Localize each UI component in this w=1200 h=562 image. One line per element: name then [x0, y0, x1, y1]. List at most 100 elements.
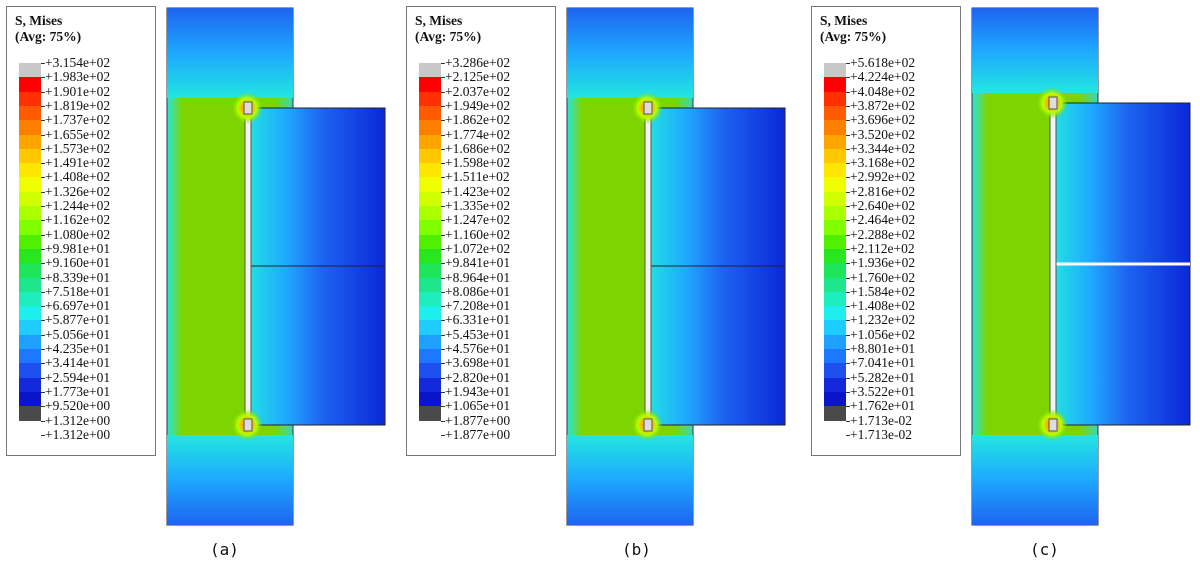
legend-swatch — [419, 263, 441, 278]
legend-swatch — [419, 63, 441, 78]
legend-swatch — [824, 349, 846, 364]
legend-label: +2.594e+01 — [45, 369, 111, 385]
legend-label: +6.331e+01 — [445, 312, 511, 328]
contour-plot-a — [166, 7, 386, 526]
legend-a: S, Mises (Avg: 75%) +3.154e+02 +1.983e+02… — [6, 6, 156, 456]
legend-swatch — [419, 391, 441, 407]
legend-label: +8.086e+01 — [445, 283, 511, 299]
legend-tick — [41, 434, 45, 436]
legend-swatch — [19, 163, 41, 178]
legend-label: +4.576e+01 — [445, 341, 511, 356]
legend-tick — [441, 420, 445, 422]
legend-label: +1.655e+02 — [45, 126, 111, 142]
legend-swatch — [824, 206, 846, 221]
legend-swatch — [419, 349, 441, 364]
legend-label: +2.992e+02 — [850, 169, 916, 185]
legend-label: +9.160e+01 — [45, 255, 111, 271]
legend-label: +2.037e+02 — [445, 83, 511, 99]
legend-subtitle: (Avg: 75%) — [15, 29, 82, 44]
legend-label: +3.154e+02 — [45, 55, 111, 70]
legend-tick — [441, 363, 445, 365]
legend-swatch — [824, 177, 846, 193]
legend-swatch — [824, 220, 846, 236]
legend-tick — [41, 63, 45, 64]
legend-swatch — [419, 234, 441, 250]
legend-tick — [41, 148, 45, 150]
legend-tick — [441, 434, 445, 436]
legend-tick — [846, 134, 850, 136]
legend-swatch — [419, 91, 441, 107]
legend-swatch — [419, 334, 441, 350]
legend-label: +1.312e+00 — [45, 412, 111, 428]
legend-tick — [846, 291, 850, 293]
legend-label: +3.872e+02 — [850, 97, 916, 113]
panel-a: S, Mises (Avg: 75%) +3.154e+02 +1.983e+02… — [0, 0, 400, 562]
legend-swatch — [419, 291, 441, 307]
caption-c: (c) — [1030, 540, 1059, 559]
legend-tick — [846, 91, 850, 93]
legend-swatch — [824, 234, 846, 250]
legend-label: +1.762e+01 — [850, 398, 916, 414]
legend-label: +1.312e+00 — [45, 426, 111, 442]
legend-label: +2.288e+02 — [850, 226, 916, 242]
legend-label: +1.901e+02 — [45, 83, 111, 99]
legend-tick — [41, 177, 45, 179]
legend-swatch — [19, 406, 41, 421]
legend-label: +5.282e+01 — [850, 369, 916, 385]
legend-label: +7.518e+01 — [45, 283, 111, 299]
legend-label: +1.162e+02 — [45, 212, 111, 228]
legend-swatch — [824, 263, 846, 278]
legend-label: +9.981e+01 — [45, 240, 111, 256]
legend-label: +1.713e-02 — [850, 426, 912, 442]
legend-tick — [41, 391, 45, 393]
legend-label: +4.048e+02 — [850, 83, 916, 99]
legend-tick — [441, 105, 445, 107]
legend-swatch — [19, 91, 41, 107]
legend-swatch — [19, 191, 41, 207]
plate-top-zone — [972, 8, 1098, 93]
legend-swatch — [19, 306, 41, 321]
legend-tick — [441, 306, 445, 308]
panel-b: S, Mises (Avg: 75%) +3.286e+02 +2.125e+02… — [400, 0, 800, 562]
legend-tick — [441, 291, 445, 293]
legend-tick — [41, 234, 45, 236]
contour-plot-c — [971, 7, 1191, 526]
legend-tick — [41, 306, 45, 308]
legend-tick — [846, 148, 850, 150]
legend-tick — [846, 377, 850, 379]
joint-strip — [1049, 98, 1057, 430]
caption-b: (b) — [622, 540, 651, 559]
legend-tick — [41, 134, 45, 136]
legend-swatch — [19, 377, 41, 393]
legend-label: +8.339e+01 — [45, 269, 111, 285]
legend-swatch — [419, 363, 441, 379]
legend-label: +1.686e+02 — [445, 140, 511, 156]
legend-swatch — [824, 148, 846, 164]
legend-tick — [441, 349, 445, 350]
legend-swatch — [19, 363, 41, 379]
legend-label: +1.983e+02 — [45, 69, 111, 85]
legend-label: +9.520e+00 — [45, 398, 111, 414]
caption-a: (a) — [210, 540, 239, 559]
legend-swatch — [19, 148, 41, 164]
legend-tick — [41, 91, 45, 93]
legend-tick — [846, 120, 850, 122]
legend-tick — [441, 234, 445, 236]
plate-top-zone — [167, 8, 293, 98]
legend-tick — [846, 406, 850, 408]
legend-tick — [441, 134, 445, 136]
legend-tick — [846, 206, 850, 207]
legend-swatch — [19, 263, 41, 278]
legend-tick — [846, 220, 850, 222]
legend-swatch — [419, 105, 441, 121]
legend-swatch — [419, 191, 441, 207]
legend-tick — [441, 220, 445, 222]
legend-label: +1.877e+00 — [445, 426, 511, 442]
legend-title: S, Mises — [15, 13, 63, 28]
plate-top-zone — [567, 8, 693, 98]
legend-swatch — [824, 105, 846, 121]
plate-bottom-zone — [972, 435, 1098, 525]
legend-label: +9.841e+01 — [445, 255, 511, 271]
legend-label: +1.573e+02 — [45, 140, 111, 156]
legend-swatch — [19, 334, 41, 350]
